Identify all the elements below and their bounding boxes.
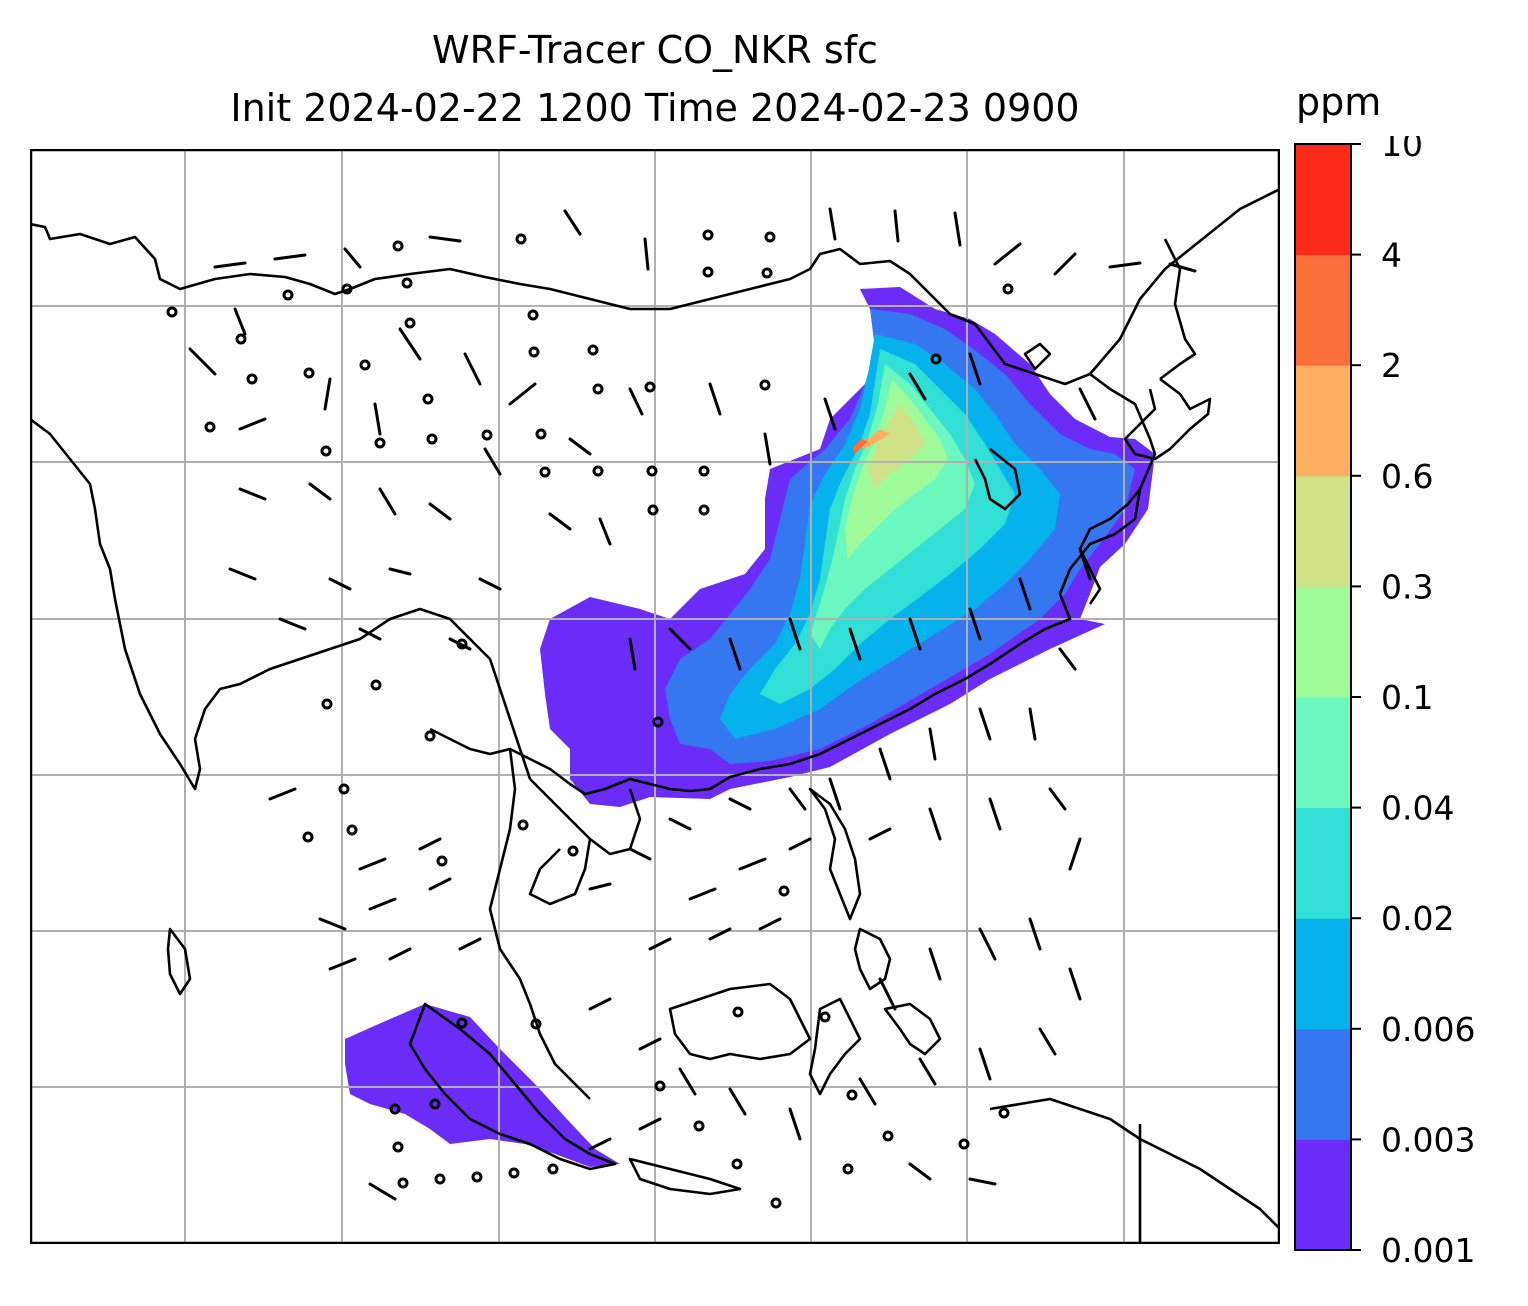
colorbar-tick-label: 0.02 xyxy=(1381,899,1454,938)
colorbar-tick-label: 10 xyxy=(1381,136,1423,164)
colorbar-tick-label: 0.1 xyxy=(1381,678,1433,717)
colorbar-ticks: 0.001 0.003 0.006 0.02 0.04 0.1 0.3 0.6 2 4 10 xyxy=(1351,136,1475,1266)
colorbar-unit: ppm xyxy=(1296,80,1382,124)
chart-title-line-2: Init 2024-02-22 1200 Time 2024-02-23 090… xyxy=(230,86,1080,130)
colorbar-bands xyxy=(1295,144,1351,1251)
colorbar-band xyxy=(1295,254,1351,366)
gridlines xyxy=(30,149,1280,1244)
colorbar-tick-label: 0.006 xyxy=(1381,1010,1475,1049)
calm-wind-markers xyxy=(166,229,1014,1209)
wind-barbs xyxy=(188,207,1197,1201)
colorbar-tick-label: 4 xyxy=(1381,236,1402,275)
colorbar-tick-label: 2 xyxy=(1381,346,1402,385)
colorbar-band xyxy=(1295,1139,1351,1251)
colorbar-band xyxy=(1295,918,1351,1030)
colorbar-band xyxy=(1295,475,1351,587)
coastlines xyxy=(30,187,1280,1244)
colorbar-band xyxy=(1295,365,1351,477)
colorbar-band xyxy=(1295,807,1351,919)
colorbar-band xyxy=(1295,697,1351,809)
chart-title-line-1: WRF-Tracer CO_NKR sfc xyxy=(432,28,878,72)
colorbar: 0.001 0.003 0.006 0.02 0.04 0.1 0.3 0.6 2 4 10 xyxy=(1294,136,1475,1266)
map-panel xyxy=(30,149,1280,1244)
colorbar-band xyxy=(1295,144,1351,256)
colorbar-tick-label: 0.001 xyxy=(1381,1231,1475,1266)
colorbar-tick-label: 0.3 xyxy=(1381,567,1433,606)
colorbar-tick-label: 0.04 xyxy=(1381,789,1454,828)
colorbar-tick-label: 0.6 xyxy=(1381,457,1433,496)
colorbar-band xyxy=(1295,1028,1351,1140)
colorbar-band xyxy=(1295,586,1351,698)
tracer-plume-north xyxy=(540,287,1155,807)
colorbar-tick-label: 0.003 xyxy=(1381,1120,1475,1159)
